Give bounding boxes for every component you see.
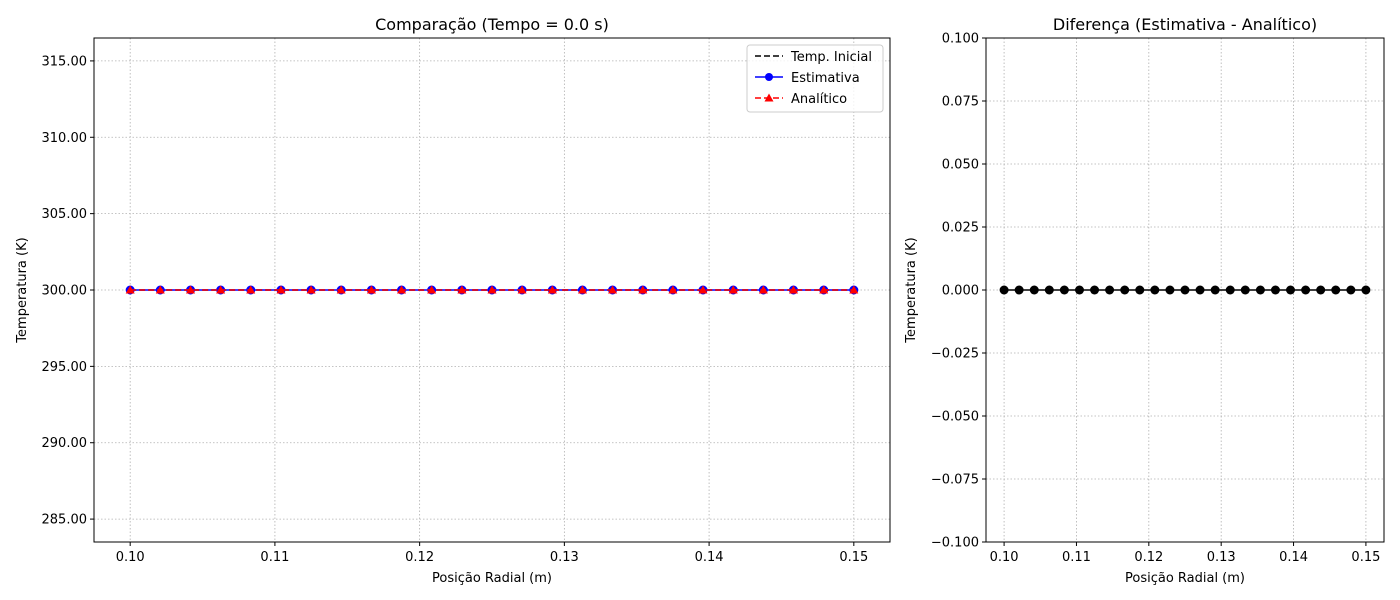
comparison-x-axis-label: Posição Radial (m)	[432, 571, 552, 586]
comparison-x-tick-label: 0.15	[839, 550, 868, 565]
comparison-analytic-point	[547, 285, 557, 294]
difference-x-tick-label: 0.12	[1134, 550, 1163, 565]
difference-difference-point	[1301, 285, 1311, 295]
comparison-legend: Temp. Inicial Estimativa Analítico	[746, 44, 884, 113]
difference-difference-point	[1105, 285, 1115, 295]
comparison-x-tick-label: 0.13	[550, 550, 579, 565]
comparison-ticks: 0.10 0.11 0.12 0.13 0.14 0.15 285.00 290.00 295.…	[42, 54, 869, 565]
difference-y-tick-label: −0.075	[931, 473, 979, 488]
comparison-analytic-point	[427, 285, 437, 294]
comparison-analytic-point	[638, 285, 648, 294]
comparison-y-axis-label: Temperatura (K)	[15, 237, 30, 343]
difference-difference-point	[1074, 285, 1084, 295]
comparison-analytic-point	[336, 285, 346, 294]
comparison-chart-title: Comparação (Tempo = 0.0 s)	[375, 15, 609, 34]
difference-difference-point	[1165, 285, 1175, 295]
comparison-y-tick-label: 295.00	[42, 360, 88, 375]
legend-analytic-marker	[764, 93, 774, 102]
difference-difference-point	[1225, 285, 1235, 295]
comparison-analytic-point	[155, 285, 165, 294]
difference-y-tick-label: −0.100	[931, 536, 979, 551]
comparison-analytic-point	[366, 285, 376, 294]
comparison-analytic-point	[577, 285, 587, 294]
difference-difference-point	[1059, 285, 1069, 295]
comparison-analytic-point	[608, 285, 618, 294]
comparison-chart: 0.10 0.11 0.12 0.13 0.14 0.15 285.00 290.00 295.…	[15, 15, 891, 586]
difference-y-tick-label: 0.000	[942, 284, 979, 299]
difference-difference-point	[1331, 285, 1341, 295]
difference-x-axis-label: Posição Radial (m)	[1125, 571, 1245, 586]
difference-y-tick-label: 0.075	[942, 95, 979, 110]
legend-initial-label: Temp. Inicial	[790, 50, 872, 65]
comparison-y-tick-label: 310.00	[42, 131, 88, 146]
difference-y-tick-label: 0.050	[942, 158, 979, 173]
difference-x-tick-label: 0.13	[1207, 550, 1236, 565]
legend-analytic-label: Analítico	[791, 92, 847, 107]
difference-x-tick-label: 0.14	[1279, 550, 1308, 565]
comparison-analytic-point	[849, 285, 859, 294]
comparison-y-tick-label: 315.00	[42, 54, 88, 69]
comparison-analytic-point	[698, 285, 708, 294]
difference-difference-point	[1135, 285, 1145, 295]
comparison-analytic-point	[125, 285, 135, 294]
comparison-analytic-point	[728, 285, 738, 294]
difference-difference-point	[1270, 285, 1280, 295]
difference-difference-point	[1044, 285, 1054, 295]
comparison-y-tick-label: 290.00	[42, 436, 88, 451]
comparison-analytic-point	[306, 285, 316, 294]
comparison-analytic-point	[788, 285, 798, 294]
difference-difference-point	[999, 285, 1009, 295]
comparison-analytic-point	[819, 285, 829, 294]
comparison-x-tick-label: 0.12	[405, 550, 434, 565]
difference-difference-point	[1361, 285, 1371, 295]
comparison-analytic-point	[668, 285, 678, 294]
difference-x-tick-label: 0.10	[990, 550, 1019, 565]
difference-difference-point	[1120, 285, 1130, 295]
difference-difference-point	[1180, 285, 1190, 295]
comparison-x-tick-label: 0.11	[260, 550, 289, 565]
difference-difference-point	[1150, 285, 1160, 295]
difference-x-tick-label: 0.11	[1062, 550, 1091, 565]
comparison-analytic-point	[246, 285, 256, 294]
comparison-analytic-point	[186, 285, 196, 294]
comparison-y-tick-label: 305.00	[42, 207, 88, 222]
difference-chart-title: Diferença (Estimativa - Analítico)	[1053, 15, 1317, 34]
difference-difference-point	[1014, 285, 1024, 295]
comparison-series	[125, 285, 859, 295]
comparison-y-tick-label: 285.00	[42, 513, 88, 528]
comparison-analytic-point	[216, 285, 226, 294]
difference-difference-point	[1210, 285, 1220, 295]
difference-difference-point	[1240, 285, 1250, 295]
comparison-analytic-point	[758, 285, 768, 294]
difference-y-tick-label: 0.025	[942, 221, 979, 236]
difference-y-tick-label: −0.050	[931, 410, 979, 425]
difference-difference-point	[1029, 285, 1039, 295]
difference-ticks: 0.10 0.11 0.12 0.13 0.14 0.15 −0.100 −0.075 −0.0…	[931, 32, 1380, 566]
comparison-x-tick-label: 0.14	[695, 550, 724, 565]
difference-difference-point	[1316, 285, 1326, 295]
comparison-analytic-point	[517, 285, 527, 294]
comparison-analytic-point	[487, 285, 497, 294]
comparison-analytic-point	[457, 285, 467, 294]
difference-y-tick-label: 0.100	[942, 32, 979, 47]
difference-x-tick-label: 0.15	[1351, 550, 1380, 565]
difference-difference-point	[1346, 285, 1356, 295]
difference-chart: 0.10 0.11 0.12 0.13 0.14 0.15 −0.100 −0.075 −0.0…	[904, 15, 1385, 586]
comparison-x-tick-label: 0.10	[116, 550, 145, 565]
comparison-analytic-point	[397, 285, 407, 294]
difference-y-tick-label: −0.025	[931, 347, 979, 362]
difference-y-axis-label: Temperatura (K)	[904, 237, 919, 343]
difference-series	[999, 285, 1371, 295]
difference-difference-point	[1090, 285, 1100, 295]
comparison-y-tick-label: 300.00	[42, 284, 88, 299]
legend-box	[746, 44, 884, 113]
difference-difference-point	[1286, 285, 1296, 295]
difference-difference-point	[1195, 285, 1205, 295]
difference-difference-point	[1255, 285, 1265, 295]
comparison-analytic-point	[276, 285, 286, 294]
legend-estimate-marker	[765, 73, 773, 81]
legend-estimate-label: Estimativa	[791, 71, 860, 86]
